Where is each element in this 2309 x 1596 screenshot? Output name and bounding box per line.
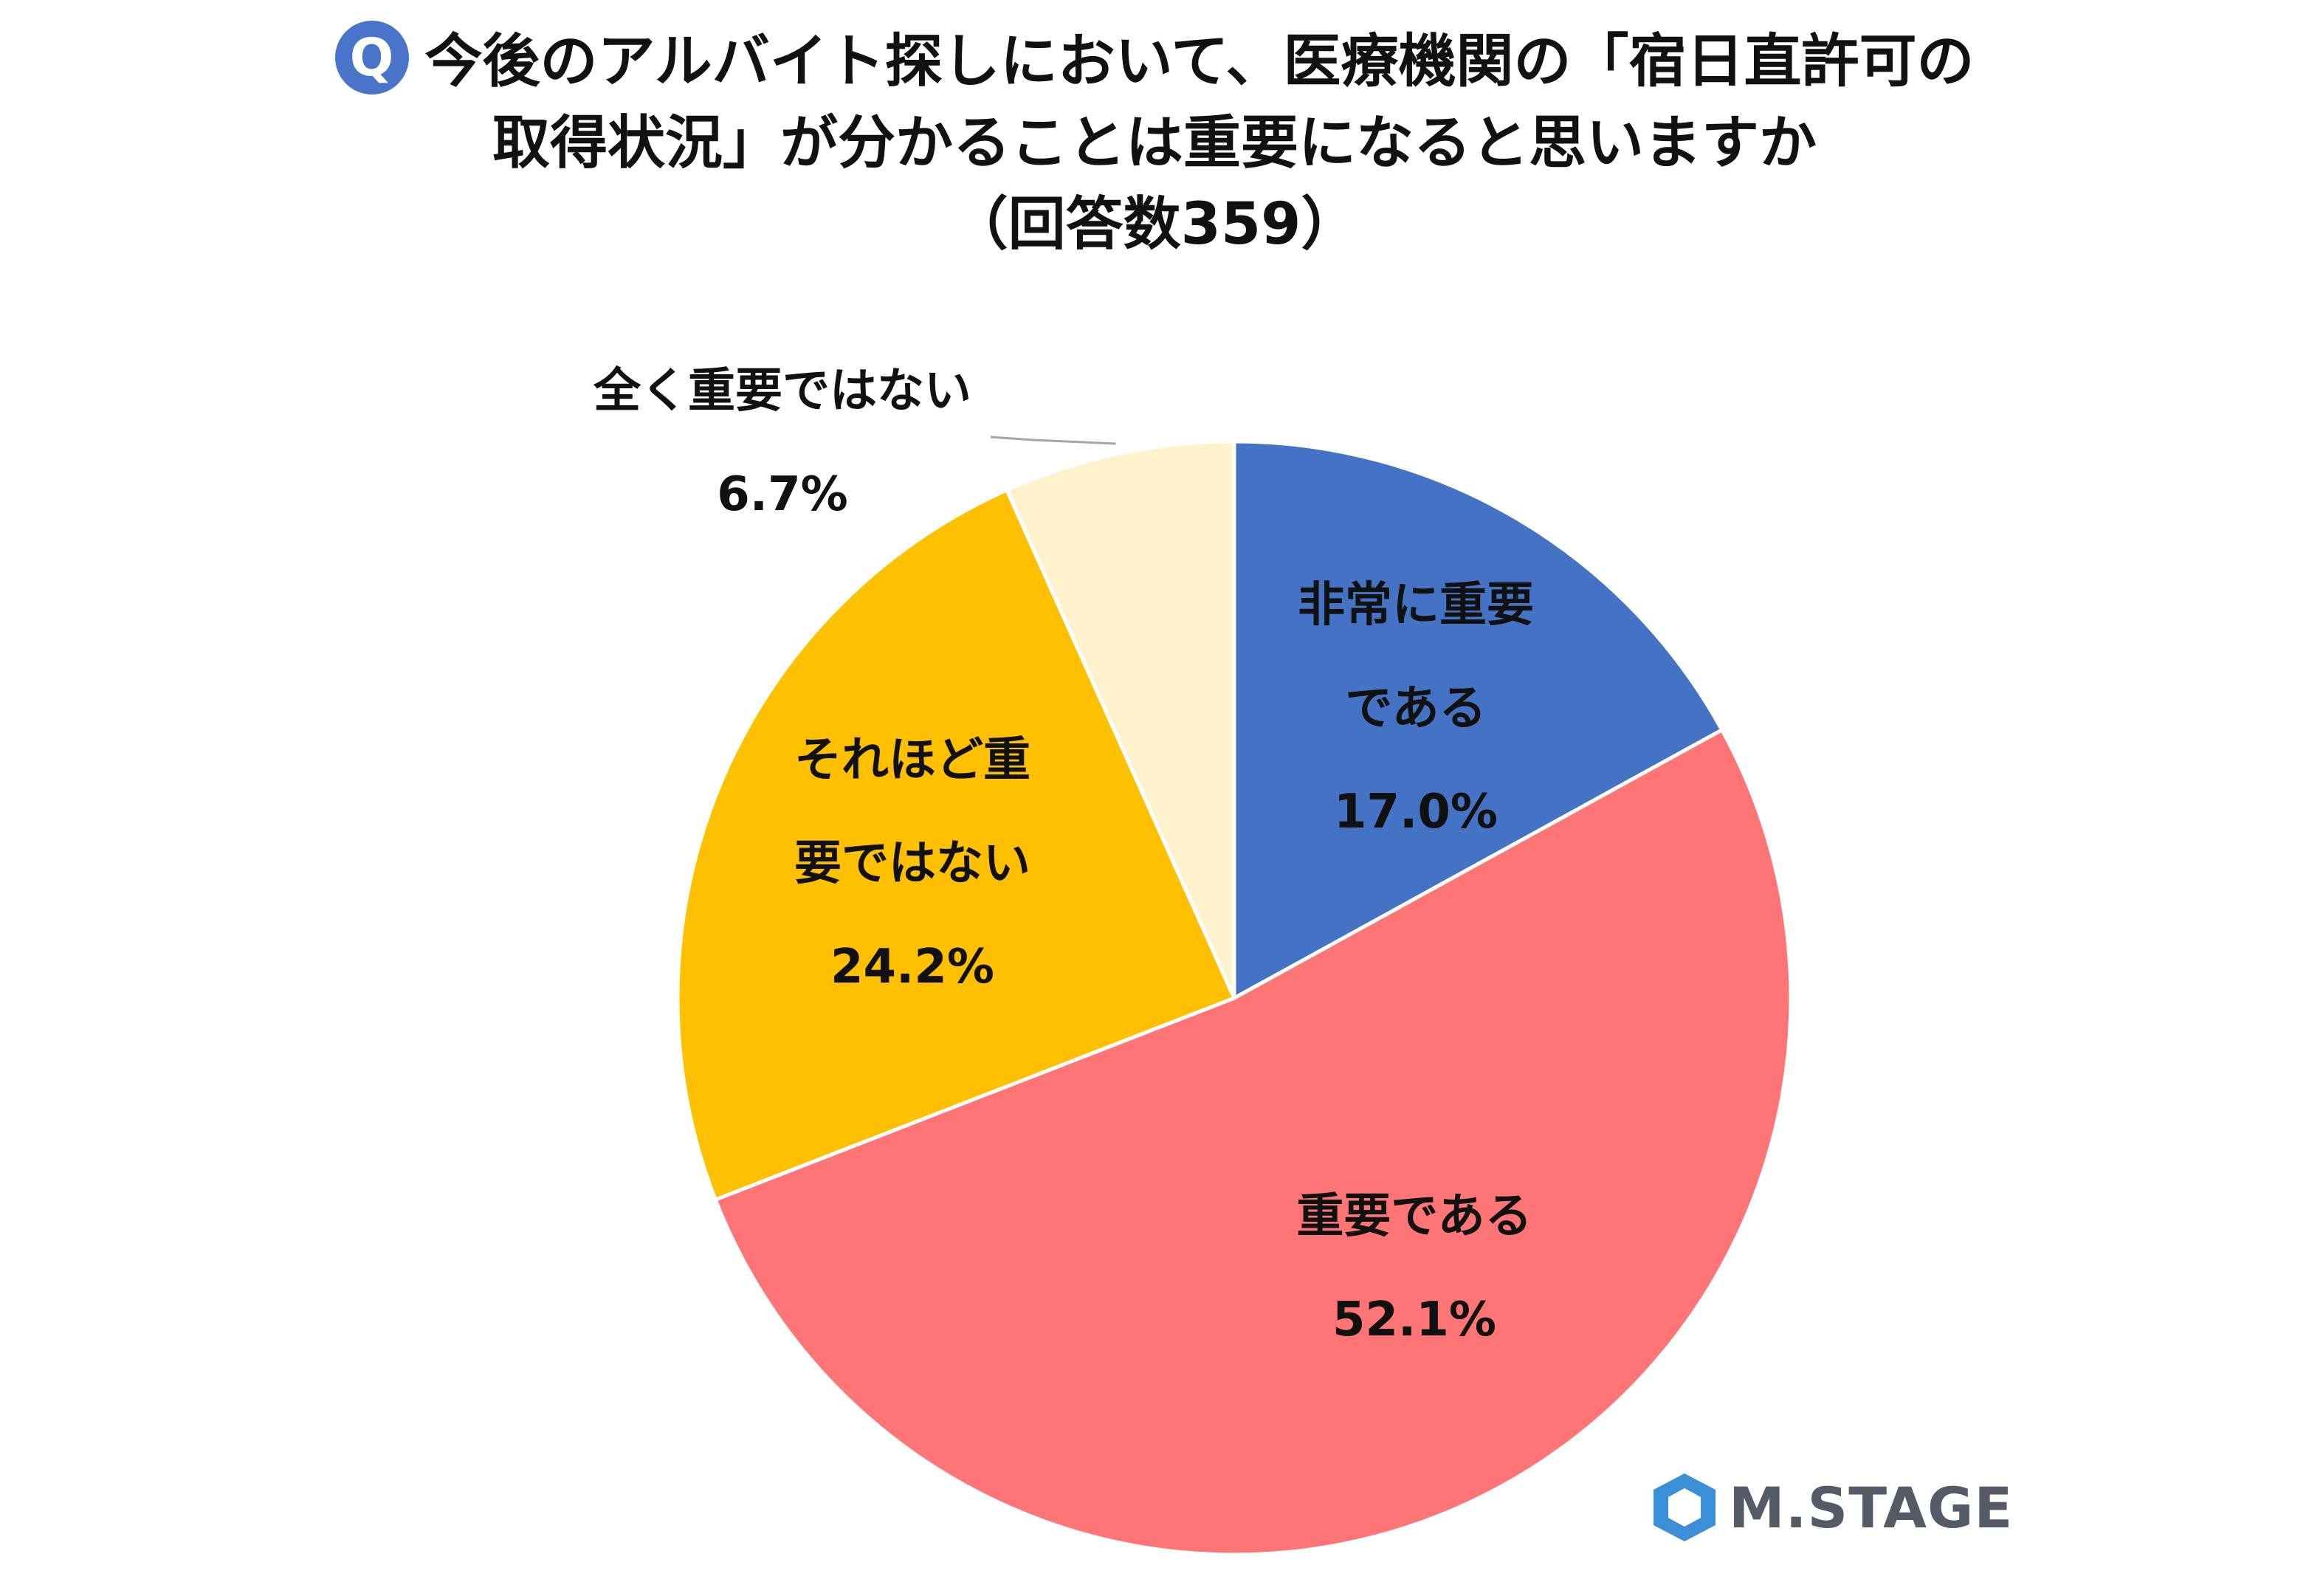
pie-slice-3 bbox=[1004, 439, 1236, 1000]
leader-line-3 bbox=[990, 436, 1116, 445]
title-line-1: Q 今後のアルバイト探しにおいて、医療機関の「宿日直許可の bbox=[0, 18, 2309, 103]
slice-label-2-line-0: それほど重 bbox=[794, 733, 1030, 788]
slice-label-2-line-1: 要ではない bbox=[794, 836, 1030, 891]
slice-value-2: 24.2% bbox=[830, 940, 994, 994]
slice-value-0: 17.0% bbox=[1334, 785, 1498, 839]
title-line-2: 取得状況」が分かることは重要になると思いますか bbox=[492, 109, 1817, 176]
chart-title: Q 今後のアルバイト探しにおいて、医療機関の「宿日直許可の 取得状況」が分かること… bbox=[0, 18, 2309, 265]
slice-value-1: 52.1% bbox=[1332, 1293, 1496, 1347]
pie-slice-0 bbox=[1232, 439, 1725, 1002]
slice-label-3-line-0: 全く重要ではない bbox=[593, 364, 971, 419]
mstage-logo-mark-icon bbox=[1654, 1473, 1716, 1541]
slice-value-3: 6.7% bbox=[717, 467, 848, 522]
leader-lines bbox=[990, 436, 1116, 445]
mstage-logo: M.STAGE bbox=[1651, 1471, 2013, 1544]
slice-label-0-line-0: 非常に重要 bbox=[1298, 578, 1534, 633]
pie-slice-2 bbox=[675, 487, 1237, 1203]
pie-slices bbox=[675, 439, 1793, 1557]
pie-slice-1 bbox=[712, 727, 1793, 1557]
title-line-3: （回答数359） bbox=[950, 190, 1359, 258]
question-badge-icon: Q bbox=[334, 20, 409, 94]
title-text-1: 今後のアルバイト探しにおいて、医療機関の「宿日直許可の bbox=[424, 28, 1975, 95]
slice-label-1-line-0: 重要である bbox=[1296, 1189, 1532, 1244]
mstage-logo-text: M.STAGE bbox=[1729, 1474, 2014, 1541]
slice-label-0-line-1: である bbox=[1345, 681, 1486, 736]
